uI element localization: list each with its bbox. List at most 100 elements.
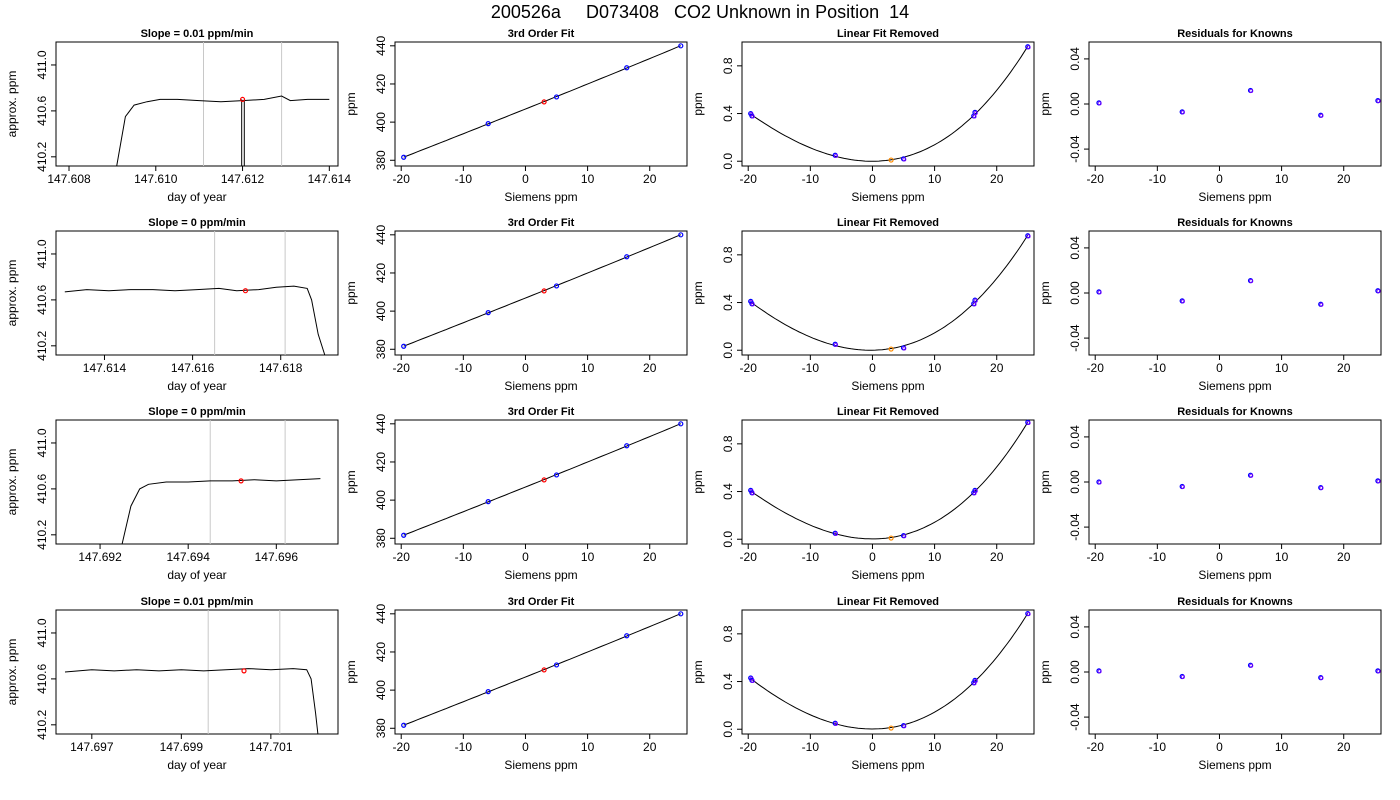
row3-residuals-x-axis-label: Siemens ppm <box>1198 568 1271 582</box>
row4-linear-removed-known-overlay-point <box>833 721 838 726</box>
row3-linear-removed-y-tick-label: 0.0 <box>721 531 735 548</box>
row4-residuals-residual-overlay-point <box>1249 663 1254 668</box>
row2-linear-removed-x-tick-label: -10 <box>802 361 820 375</box>
row4-residuals-x-tick-label: -20 <box>1087 740 1105 754</box>
row4-fit-y-tick-label: 380 <box>374 718 388 738</box>
row2-fit-title: 3rd Order Fit <box>508 217 575 229</box>
row4-linear-removed-x-tick-label: 20 <box>990 740 1004 754</box>
row2-fit-y-axis-label: ppm <box>344 281 358 304</box>
row3-residuals-residual-overlay-point <box>1319 486 1324 491</box>
row2-linear-removed-title: Linear Fit Removed <box>837 217 939 229</box>
row1-fit-x-tick-label: -20 <box>393 172 411 186</box>
row3-linear-removed-known-point <box>900 533 907 539</box>
row2-residuals-y-axis-label: ppm <box>1038 281 1052 304</box>
row3-residuals-x-tick-label: 10 <box>1275 550 1289 564</box>
row2-residuals-residual-point <box>1318 301 1324 307</box>
row4-fit-title: 3rd Order Fit <box>508 596 575 608</box>
row2-fit-x-axis-label: Siemens ppm <box>504 379 577 393</box>
row3-timeseries-y-tick-label: 410.6 <box>35 474 49 504</box>
row4-linear-removed-title: Linear Fit Removed <box>837 596 939 608</box>
row4-timeseries-selected-point <box>241 668 247 674</box>
row2-linear-removed-known-overlay-point <box>750 302 755 307</box>
row2-timeseries-x-tick-label: 147.614 <box>83 361 127 375</box>
row1-linear-removed-x-tick-label: -20 <box>740 172 758 186</box>
row4-residuals-y-tick-label: 0.04 <box>1068 615 1082 639</box>
row3-timeseries-y-axis-label: approx. ppm <box>5 449 19 516</box>
row3-timeseries-x-axis-label: day of year <box>167 568 226 582</box>
row3-residuals-y-tick-label: 0.04 <box>1068 425 1082 449</box>
row2-timeseries-x-tick-label: 147.616 <box>171 361 215 375</box>
row2-linear-removed-plot-frame <box>741 230 1035 356</box>
row4-linear-removed-unknown-point <box>888 725 894 731</box>
row1-timeseries-series-line <box>116 95 330 166</box>
row3-linear-removed-y-tick-label: 0.8 <box>721 435 735 452</box>
row3-fit-known-point <box>678 421 684 427</box>
row1-fit-x-axis-label: Siemens ppm <box>504 190 577 204</box>
row1-residuals-x-tick-label: 0 <box>1216 172 1223 186</box>
row3-linear-removed-unknown-point <box>888 535 894 541</box>
row4-fit-known-point <box>401 722 407 728</box>
row4-timeseries-x-tick-label: 147.701 <box>249 740 293 754</box>
row4-residuals-y-tick-label: -0.04 <box>1068 703 1082 731</box>
row1-residuals-x-axis-label: Siemens ppm <box>1198 190 1271 204</box>
row1-timeseries-x-tick-label: 147.614 <box>308 172 352 186</box>
row4-residuals-residual-point <box>1318 675 1324 681</box>
row4-linear-removed-x-axis-label: Siemens ppm <box>851 758 924 772</box>
row2-timeseries-title: Slope = 0 ppm/min <box>148 217 246 229</box>
row1-linear-removed-known-overlay-point <box>1026 45 1031 50</box>
row4-linear-removed-x-tick-label: -20 <box>740 740 758 754</box>
row1-fit-title: 3rd Order Fit <box>508 28 575 40</box>
row4-fit-x-tick-label: 20 <box>643 740 657 754</box>
row4-timeseries-x-tick-label: 147.697 <box>70 740 114 754</box>
row1-linear-removed-known-point <box>972 109 978 115</box>
row1-residuals-y-tick-label: 0.04 <box>1068 47 1082 71</box>
row2-fit-x-tick-label: 10 <box>581 361 595 375</box>
row4-residuals-y-tick-label: 0.00 <box>1068 660 1082 684</box>
row1-timeseries-plot-frame <box>55 41 339 167</box>
row3-timeseries-series-line <box>121 478 321 544</box>
row3-fit-x-tick-label: 20 <box>643 550 657 564</box>
row1-linear-removed-y-tick-label: 0.0 <box>721 153 735 170</box>
row1-fit-y-tick-label: 400 <box>374 112 388 132</box>
row4-timeseries-y-tick-label: 410.2 <box>35 709 49 739</box>
row4-residuals-residual-overlay-point <box>1180 675 1185 680</box>
row2-timeseries-y-tick-label: 411.0 <box>35 239 49 268</box>
row3-residuals-x-tick-label: -10 <box>1149 550 1167 564</box>
row1-linear-removed-x-tick-label: -10 <box>802 172 820 186</box>
row3-residuals-residual-point <box>1318 485 1324 491</box>
row2-linear-removed-x-tick-label: 0 <box>869 361 876 375</box>
row2-fit-known-point <box>678 232 684 238</box>
row1-linear-removed-known-overlay-point <box>972 114 977 119</box>
row3-timeseries-x-tick-label: 147.694 <box>166 550 210 564</box>
row2-fit-x-tick-label: 20 <box>643 361 657 375</box>
row4-residuals-x-tick-label: 20 <box>1337 740 1351 754</box>
row1-residuals-residual-point <box>1096 100 1102 106</box>
row4-residuals-residual-point <box>1179 673 1185 680</box>
row3-fit-x-axis-label: Siemens ppm <box>504 568 577 582</box>
row2-residuals-residual-point <box>1247 278 1254 284</box>
row1-residuals-y-axis-label: ppm <box>1038 92 1052 115</box>
row4-linear-removed-known-overlay-point <box>750 678 755 683</box>
row1-fit-known-point <box>485 121 491 127</box>
row1-residuals-residual-overlay-point <box>1319 113 1324 118</box>
row1-timeseries-y-tick-label: 410.6 <box>35 96 49 126</box>
row1-residuals-y-tick-label: -0.04 <box>1068 135 1082 163</box>
row2-timeseries-selected-point <box>242 288 249 294</box>
row3-linear-removed-title: Linear Fit Removed <box>837 406 939 418</box>
row3-linear-removed-x-tick-label: 20 <box>990 550 1004 564</box>
row4-residuals-residual-overlay-point <box>1097 669 1102 674</box>
row2-linear-removed-y-tick-label: 0.4 <box>721 294 735 311</box>
row3-linear-removed-plot-frame <box>741 419 1035 545</box>
row3-residuals-residual-overlay-point <box>1376 479 1381 484</box>
row4-fit-x-tick-label: 10 <box>581 740 595 754</box>
row2-linear-removed-x-tick-label: -20 <box>740 361 758 375</box>
row3-linear-removed-fit-curve <box>750 421 1029 540</box>
row1-timeseries-x-tick-label: 147.608 <box>47 172 91 186</box>
row3-fit-x-tick-label: 0 <box>522 550 529 564</box>
row3-residuals-x-tick-label: -20 <box>1087 550 1105 564</box>
row2-timeseries-plot-frame <box>55 230 339 356</box>
row4-residuals-residual-point <box>1247 662 1254 668</box>
row3-fit-known-point <box>624 443 630 449</box>
row4-linear-removed-y-tick-label: 0.4 <box>721 673 735 690</box>
